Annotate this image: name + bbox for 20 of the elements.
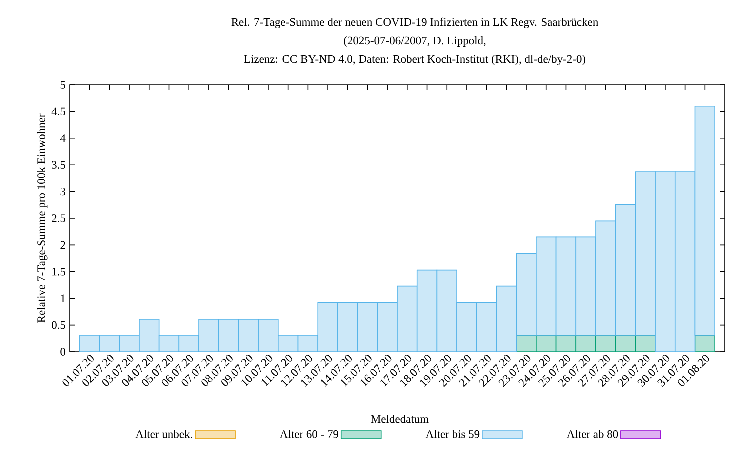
legend-label: Alter bis 59 (426, 430, 480, 438)
text: Lizenz: CC BY-ND 4.0, Daten: Robert Koch-Institut (RKI), dl-de/by-2-0) (244, 55, 586, 66)
y-tick-label: 3.5 (52, 161, 66, 169)
y-tick-label: 3 (60, 188, 66, 196)
legend-label: Alter unbek. (136, 430, 192, 438)
y-axis-title: Relative 7-Tage-Summe pro 100k Einwohner (37, 114, 48, 323)
legend-label: Alter 60 - 79 (280, 430, 338, 438)
chart-subtitle: (2025-07-06/2007, D. Lippold, (344, 36, 486, 47)
legend-label: Alter ab 80 (566, 430, 618, 438)
y-tick-label: 4 (60, 134, 66, 142)
y-tick-label: 2.5 (52, 214, 66, 222)
y-tick-label: 5 (60, 81, 66, 89)
y-tick-label: 1.5 (52, 268, 66, 276)
y-tick-label: 2 (60, 241, 66, 250)
y-tick-label: 0.5 (52, 321, 66, 330)
chart-title: Rel. 7-Tage-Summe der neuen COVID-19 Infizierten in LK Regv. Saarbrücken (232, 18, 598, 28)
y-tick-label: 1 (61, 294, 66, 302)
x-axis-title: Meldedatum (371, 415, 429, 424)
y-tick-label: 4.5 (52, 108, 66, 116)
y-tick-label: 0 (60, 348, 66, 356)
